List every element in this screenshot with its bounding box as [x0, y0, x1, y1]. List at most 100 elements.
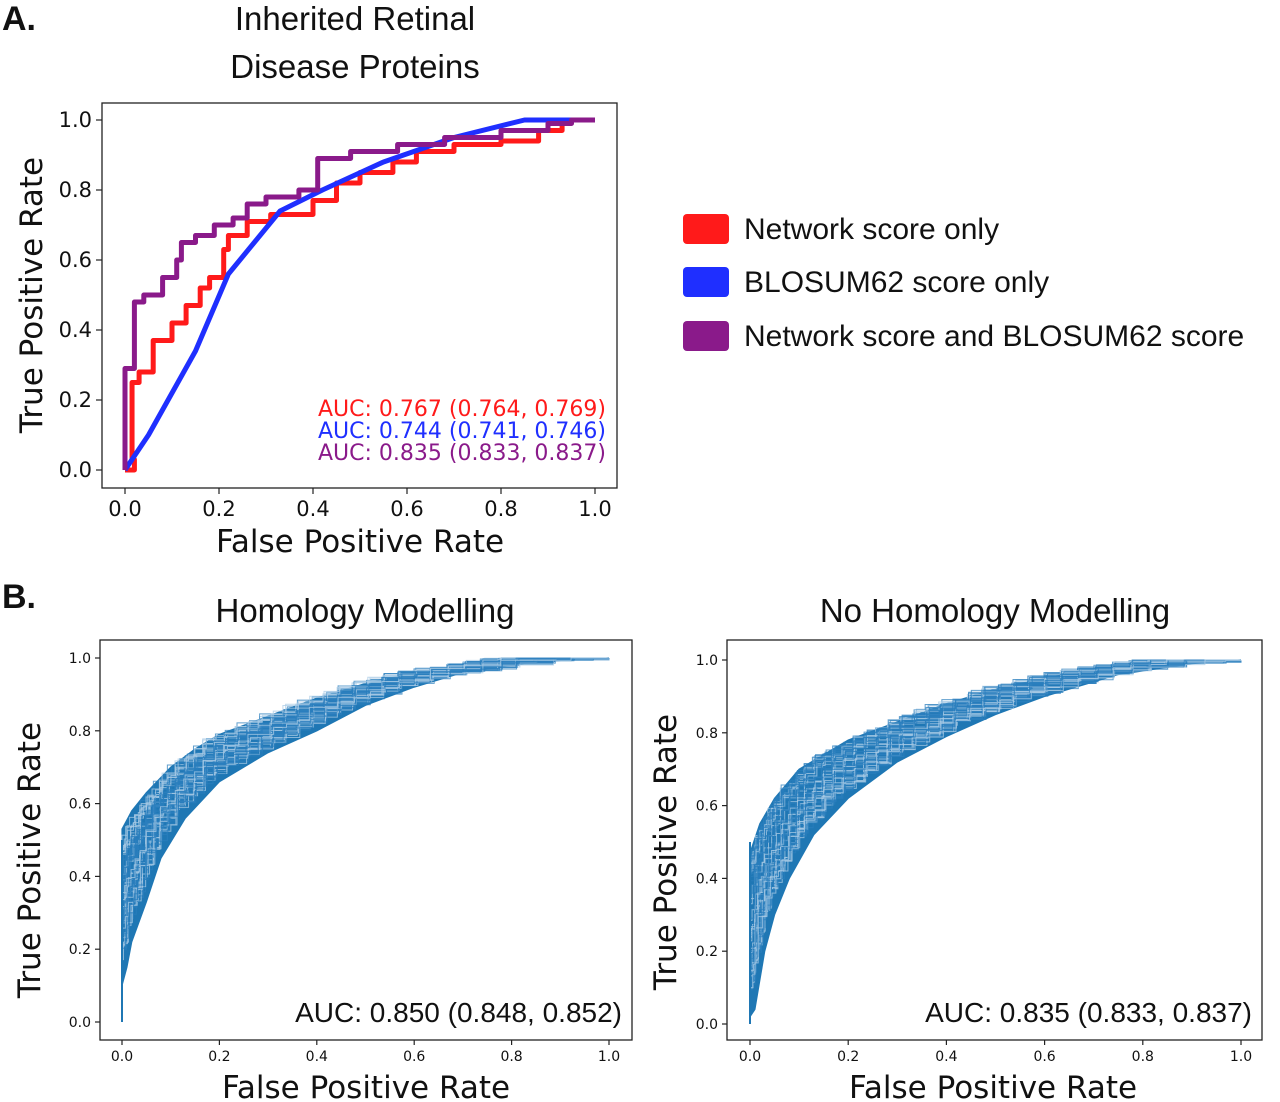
chart-b1-roc-trace: [121, 658, 610, 1022]
chart-a-auc-label-0: AUC: 0.767 (0.764, 0.769): [318, 397, 606, 422]
chart-b2-roc-trace: [749, 659, 1241, 1024]
chart-b2-xtick-label: 0.2: [837, 1049, 859, 1065]
chart-b1-roc-trace: [121, 658, 610, 1022]
chart-a-auc-label-1: AUC: 0.744 (0.741, 0.746): [318, 419, 606, 444]
chart-b2-ytick-label: 0.6: [696, 799, 718, 815]
chart-b1-roc-trace: [121, 657, 609, 1022]
chart-a-series-0-line: [125, 117, 595, 473]
chart-b1-roc-trace: [121, 657, 609, 1022]
chart-b1-roc-trace: [121, 657, 609, 1022]
chart-b1-roc-trace: [121, 657, 609, 1022]
chart-b1-roc-trace: [121, 657, 609, 1022]
chart-b1-roc-trace: [121, 657, 609, 1022]
chart-b1-roc-trace: [121, 657, 609, 1022]
chart-b2-roc-trace: [749, 659, 1241, 1024]
chart-b1-roc-trace: [121, 657, 609, 1022]
chart-a-title-line1: Inherited Retinal: [235, 0, 475, 37]
chart-a-xtick-label: 0.0: [108, 497, 141, 521]
chart-b1-roc-trace: [121, 657, 609, 1022]
chart-b1-xlabel: False Positive Rate: [222, 1070, 510, 1102]
chart-b2-roc-trace: [749, 659, 1241, 1024]
chart-b1-roc-trace: [121, 657, 609, 1022]
chart-a-ytick-label: 0.0: [59, 458, 92, 482]
panel-b-letter: B.: [2, 578, 36, 616]
chart-b1-roc-trace: [121, 657, 609, 1022]
chart-b1-roc-trace: [121, 657, 609, 1022]
chart-b1-roc-trace: [121, 657, 609, 1022]
chart-b1: Homology Modelling 0.0 0.2 0.4 0.6 0.8 1.00.0…: [12, 592, 633, 1102]
chart-b2-title: No Homology Modelling: [820, 592, 1170, 629]
chart-b1-frame: [99, 639, 633, 1041]
chart-b1-roc-trace: [121, 657, 610, 1022]
chart-b1-roc-trace: [121, 657, 609, 1022]
chart-b1-roc-trace: [121, 658, 610, 1022]
chart-a-xlabel: False Positive Rate: [216, 524, 504, 560]
chart-b1-ytick-label: 0.0: [69, 1015, 91, 1031]
chart-b1-ylabel: True Positive Rate: [12, 722, 48, 999]
chart-b2-plot: 0.0 0.2 0.4 0.6 0.8 1.0 0.0 0.2 0.4 0.6 0.8 1.0 AUC:…: [696, 639, 1263, 1065]
chart-b1-roc-trace: [121, 657, 609, 1022]
chart-a-xtick-label: 0.2: [202, 497, 235, 521]
chart-b1-roc-trace: [121, 657, 609, 1022]
chart-b1-roc-trace: [121, 657, 609, 1022]
chart-b1-xtick-label: 0.2: [208, 1049, 230, 1065]
chart-b1-roc-trace: [121, 657, 609, 1022]
chart-a-title-line2: Disease Proteins: [230, 48, 479, 85]
chart-b1-roc-trace: [121, 657, 609, 1022]
chart-b1-roc-trace: [121, 657, 609, 1022]
chart-b1-ytick-label: 0.8: [69, 724, 91, 740]
chart-a-ytick-label: 0.8: [59, 178, 92, 202]
chart-b2-ytick-label: 1.0: [696, 653, 718, 669]
chart-b1-roc-trace: [121, 657, 609, 1022]
chart-a-xtick-label: 0.4: [296, 497, 329, 521]
chart-a-ylabel: True Positive Rate: [14, 157, 50, 434]
chart-b1-roc-trace: [121, 657, 609, 1022]
chart-b1-roc-trace: [121, 657, 609, 1022]
chart-a-series-1-line: [122, 117, 595, 472]
chart-b1-roc-trace: [121, 657, 609, 1022]
chart-b2-xtick-label: 0.0: [739, 1049, 761, 1065]
chart-b2-xtick-label: 0.6: [1033, 1049, 1055, 1065]
chart-b1-roc-trace: [121, 657, 609, 1022]
chart-b2-frame: [726, 639, 1263, 1041]
chart-b1-xtick-label: 0.8: [500, 1049, 522, 1065]
chart-b1-roc-trace: [121, 657, 609, 1022]
chart-b1-roc-trace: [121, 657, 609, 1022]
chart-a-ytick-label: 1.0: [59, 108, 92, 132]
chart-b1-roc-trace: [121, 657, 609, 1022]
chart-b1-roc-trace: [121, 657, 609, 1022]
chart-b1-roc-trace: [121, 657, 609, 1022]
chart-b1-ytick-label: 1.0: [69, 651, 91, 667]
chart-b1-xtick-label: 1.0: [598, 1049, 620, 1065]
chart-a-frame: [101, 102, 618, 489]
chart-b1-ytick-label: 0.4: [69, 869, 91, 885]
chart-b1-roc-trace: [121, 657, 609, 1022]
chart-b1-roc-trace: [121, 657, 609, 1022]
chart-b1-roc-trace: [121, 657, 609, 1022]
chart-b1-plot: 0.0 0.2 0.4 0.6 0.8 1.0 0.0 0.2 0.4 0.6 0.8 1.0 AUC:…: [69, 639, 633, 1065]
chart-b1-roc-trace: [121, 657, 609, 1022]
chart-a-series-2-line: [122, 117, 595, 470]
chart-b2-roc-trace: [749, 659, 1241, 1024]
chart-b1-ytick-label: 0.6: [69, 797, 91, 813]
chart-b1-auc-label: AUC: 0.850 (0.848, 0.852): [295, 997, 622, 1028]
chart-a-auc-label-2: AUC: 0.835 (0.833, 0.837): [318, 441, 606, 466]
chart-b1-ytick-label: 0.2: [69, 942, 91, 958]
chart-b2-ytick-label: 0.8: [696, 726, 718, 742]
chart-b2-roc-trace: [749, 660, 1242, 1024]
chart-b1-roc-trace: [121, 657, 609, 1022]
chart-a-ytick-label: 0.4: [59, 318, 92, 342]
chart-b1-roc-trace: [121, 657, 609, 1022]
chart-a-ytick-label: 0.2: [59, 388, 92, 412]
chart-b1-roc-trace: [121, 657, 609, 1022]
chart-b1-roc-trace: [121, 657, 609, 1022]
chart-a-xtick-label: 0.6: [390, 497, 423, 521]
chart-b2-xtick-label: 0.8: [1132, 1049, 1154, 1065]
legend-swatch-1: [683, 267, 729, 297]
chart-b1-roc-trace: [121, 657, 609, 1022]
chart-b1-roc-trace: [121, 657, 609, 1022]
chart-b1-roc-trace: [121, 657, 609, 1022]
chart-b1-roc-trace: [121, 658, 610, 1022]
chart-b1-roc-band: [121, 657, 610, 986]
chart-b1-roc-trace: [121, 657, 609, 1022]
